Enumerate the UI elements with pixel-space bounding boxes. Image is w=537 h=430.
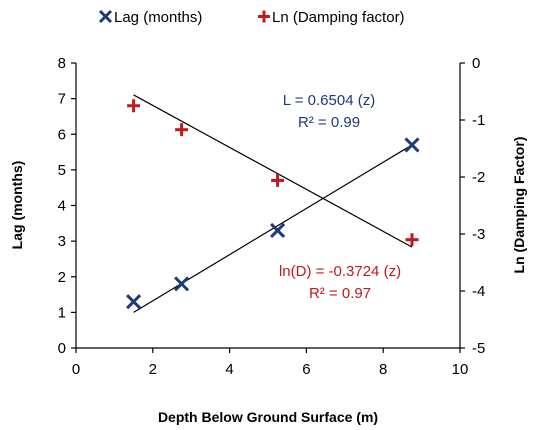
trendline-series-1 bbox=[133, 94, 413, 248]
y-left-tick-label: 1 bbox=[58, 304, 66, 321]
y-left-tick-label: 0 bbox=[58, 340, 66, 357]
annotation-lag: L = 0.6504 (z) R² = 0.99 bbox=[283, 92, 375, 131]
ln-point bbox=[271, 173, 285, 187]
ln-point bbox=[405, 233, 419, 247]
annotation-ln-r2: R² = 0.97 bbox=[309, 285, 371, 302]
x-tick-label: 10 bbox=[452, 361, 469, 378]
x-axis-title: Depth Below Ground Surface (m) bbox=[158, 409, 378, 425]
lag-point bbox=[126, 294, 142, 310]
legend-item-lag: Lag (months) bbox=[98, 9, 202, 26]
ticks bbox=[71, 62, 465, 353]
x-tick-label: 2 bbox=[149, 361, 157, 378]
ln-point bbox=[127, 99, 141, 113]
annotation-ln: ln(D) = -0.3724 (z) R² = 0.97 bbox=[279, 263, 401, 302]
y-left-tick-label: 7 bbox=[58, 91, 66, 108]
markers bbox=[126, 99, 420, 310]
lag-point bbox=[270, 222, 286, 238]
x-tick-label: 8 bbox=[379, 361, 387, 378]
x-tick-label: 0 bbox=[72, 361, 80, 378]
legend-marker-plus bbox=[258, 10, 270, 23]
annotation-lag-r2: R² = 0.99 bbox=[298, 114, 360, 131]
x-tick-label: 6 bbox=[302, 361, 310, 378]
tick-labels: 0 2 4 6 8 10 0 1 2 3 4 5 6 7 8 0 -1 -2 -3 -4 -5 bbox=[58, 55, 486, 378]
lag-point bbox=[174, 276, 190, 292]
x-tick-label: 4 bbox=[225, 361, 233, 378]
legend: Lag (months) Ln (Damping factor) bbox=[98, 9, 405, 26]
y-left-tick-label: 4 bbox=[58, 198, 66, 215]
legend-marker-x bbox=[98, 9, 113, 24]
y-left-tick-label: 3 bbox=[58, 233, 66, 250]
y-left-tick-label: 5 bbox=[58, 162, 66, 179]
annotation-ln-equation: ln(D) = -0.3724 (z) bbox=[279, 263, 401, 280]
y-left-tick-label: 6 bbox=[58, 126, 66, 143]
y-right-tick-label: -3 bbox=[472, 226, 485, 243]
ln-point bbox=[175, 123, 189, 137]
y-left-axis-title: Lag (months) bbox=[9, 161, 25, 250]
y-left-tick-label: 2 bbox=[58, 269, 66, 286]
y-right-tick-label: -2 bbox=[472, 169, 485, 186]
legend-label-lag: Lag (months) bbox=[114, 9, 202, 26]
y-right-tick-label: -5 bbox=[472, 340, 485, 357]
y-left-tick-label: 8 bbox=[58, 55, 66, 72]
y-right-axis-title: Ln (Damping Factor) bbox=[511, 137, 527, 274]
lag-point bbox=[404, 137, 420, 153]
legend-item-ln: Ln (Damping factor) bbox=[258, 9, 405, 26]
y-right-tick-label: 0 bbox=[472, 55, 480, 72]
legend-label-ln: Ln (Damping factor) bbox=[272, 9, 405, 26]
annotation-lag-equation: L = 0.6504 (z) bbox=[283, 92, 375, 109]
y-right-tick-label: -4 bbox=[472, 283, 485, 300]
y-right-tick-label: -1 bbox=[472, 112, 485, 129]
